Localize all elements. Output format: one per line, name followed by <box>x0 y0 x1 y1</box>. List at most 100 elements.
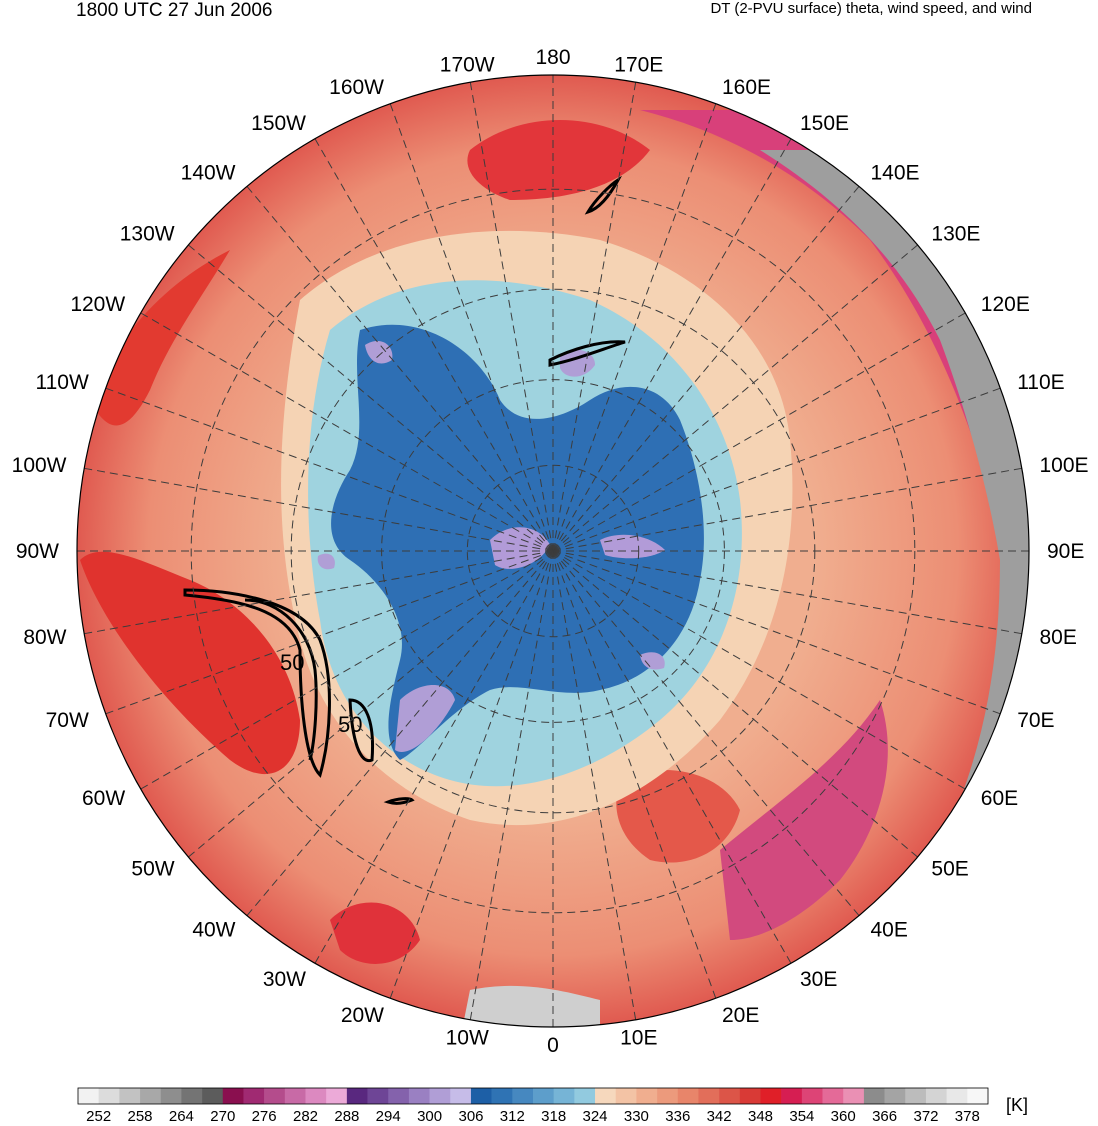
meridian-line <box>552 244 918 552</box>
colorbar-swatch <box>140 1088 162 1104</box>
grey-band-east <box>760 150 1029 940</box>
longitude-label: 40E <box>871 918 908 941</box>
coldest-patch-3 <box>395 685 455 752</box>
map-boundary <box>76 74 1030 1028</box>
colorbar-swatch <box>98 1088 120 1104</box>
longitude-label: 150W <box>251 112 306 135</box>
colorbar-tick-label: 324 <box>582 1108 607 1125</box>
meridian-line <box>552 82 637 552</box>
meridian-line <box>552 550 1001 715</box>
longitude-label: 110W <box>35 371 88 394</box>
colorbar-swatch <box>801 1088 823 1104</box>
jet-contour-west-inner <box>244 598 318 761</box>
longitude-label: 80E <box>1040 626 1077 649</box>
longitude-label: 20W <box>341 1004 384 1027</box>
hot-band-west <box>80 551 300 775</box>
colorbar-swatch <box>512 1088 534 1104</box>
colorbar-swatch <box>429 1088 451 1104</box>
meridian-line <box>552 387 1001 552</box>
latitude-circle <box>466 464 640 638</box>
meridian-line <box>552 550 792 964</box>
colorbar-tick-label: 252 <box>86 1108 111 1125</box>
longitude-label: 80W <box>23 626 66 649</box>
longitude-label: 60E <box>981 787 1018 810</box>
colorbar-swatch <box>574 1088 596 1104</box>
longitude-label: 20E <box>722 1004 759 1027</box>
coldest-patch-4 <box>365 340 393 364</box>
jet-contour-north <box>548 340 626 367</box>
meridian-line <box>552 550 860 916</box>
colorbar-tick-label: 258 <box>127 1108 152 1125</box>
meridian-line <box>84 467 554 552</box>
jet-label-1: 50 <box>280 650 304 675</box>
colorbar-swatch <box>657 1088 679 1104</box>
longitude-label: 10W <box>446 1027 489 1050</box>
colorbar-swatch <box>533 1088 554 1104</box>
meridian-line <box>314 550 554 964</box>
colorbar-swatch <box>305 1088 327 1104</box>
meridian-line <box>552 103 717 552</box>
meridian-line <box>552 186 860 552</box>
meridian-line <box>140 312 554 552</box>
colorbar-swatch <box>470 1088 492 1104</box>
meridian-line <box>389 550 554 999</box>
colorbar-tick-label: 264 <box>169 1108 194 1125</box>
longitude-label: 150E <box>800 112 849 135</box>
colorbar-swatch <box>388 1088 410 1104</box>
colorbar-tick-label: 348 <box>748 1108 773 1125</box>
longitude-label: 60W <box>82 787 125 810</box>
hot-band-northwest <box>90 250 230 426</box>
meridian-line <box>552 312 966 552</box>
colorbar-swatch <box>160 1088 182 1104</box>
colorbar-tick-label: 378 <box>955 1108 980 1125</box>
colorbar-swatch <box>222 1088 244 1104</box>
colorbar-tick-label: 282 <box>293 1108 318 1125</box>
meridian-line <box>188 550 554 858</box>
longitude-label: 160W <box>329 76 384 99</box>
longitude-label: 100W <box>12 454 67 477</box>
colorbar-swatch <box>636 1088 658 1104</box>
longitude-label: 120E <box>981 293 1030 316</box>
colorbar-swatch <box>905 1088 927 1104</box>
colorbar-swatch <box>595 1088 617 1104</box>
meridian-line <box>140 550 554 790</box>
longitude-label: 30W <box>263 968 306 991</box>
longitude-label: 90E <box>1047 540 1084 563</box>
colorbar-tick-label: 366 <box>872 1108 897 1125</box>
colorbar: 252 258 264 270 276 282 288 294 300 306 312 318 324 3… <box>77 1087 989 1125</box>
meridian-line <box>469 82 554 552</box>
colorbar-swatch <box>408 1088 430 1104</box>
product-title: DT (2-PVU surface) theta, wind speed, an… <box>710 0 1032 17</box>
colorbar-swatch <box>843 1088 865 1104</box>
coldest-patch-7 <box>317 553 335 570</box>
graticule <box>77 75 1029 1027</box>
colorbar-swatch <box>367 1088 389 1104</box>
latitude-circle <box>190 188 916 914</box>
jet-contour-west <box>183 588 331 778</box>
meridian-line <box>246 186 554 552</box>
colorbar-swatch <box>346 1088 368 1104</box>
longitude-label: 70E <box>1017 709 1054 732</box>
jet-contour-mid <box>348 698 375 763</box>
colorbar-swatch <box>181 1088 203 1104</box>
longitude-label: 0 <box>547 1034 559 1057</box>
colorbar-swatch <box>967 1088 989 1104</box>
colorbar-swatch <box>863 1088 885 1104</box>
meridian-line <box>314 138 554 552</box>
longitude-label: 130W <box>120 223 175 246</box>
meridian-line <box>552 550 717 999</box>
colorbar-tick-label: 342 <box>707 1108 732 1125</box>
colorbar-tick-label: 294 <box>376 1108 401 1125</box>
hot-patch-europe <box>616 770 740 863</box>
colorbar-swatch <box>491 1088 513 1104</box>
colorbar-swatch <box>553 1088 575 1104</box>
colorbar-swatch <box>450 1088 472 1104</box>
pink-band-southeast <box>720 700 888 940</box>
longitude-label: 140W <box>181 162 236 185</box>
hot-patch-south <box>330 902 420 964</box>
meridian-line <box>552 550 918 858</box>
colorbar-swatch <box>739 1088 761 1104</box>
meridian-line <box>84 550 554 635</box>
longitude-label: 90W <box>16 540 59 563</box>
